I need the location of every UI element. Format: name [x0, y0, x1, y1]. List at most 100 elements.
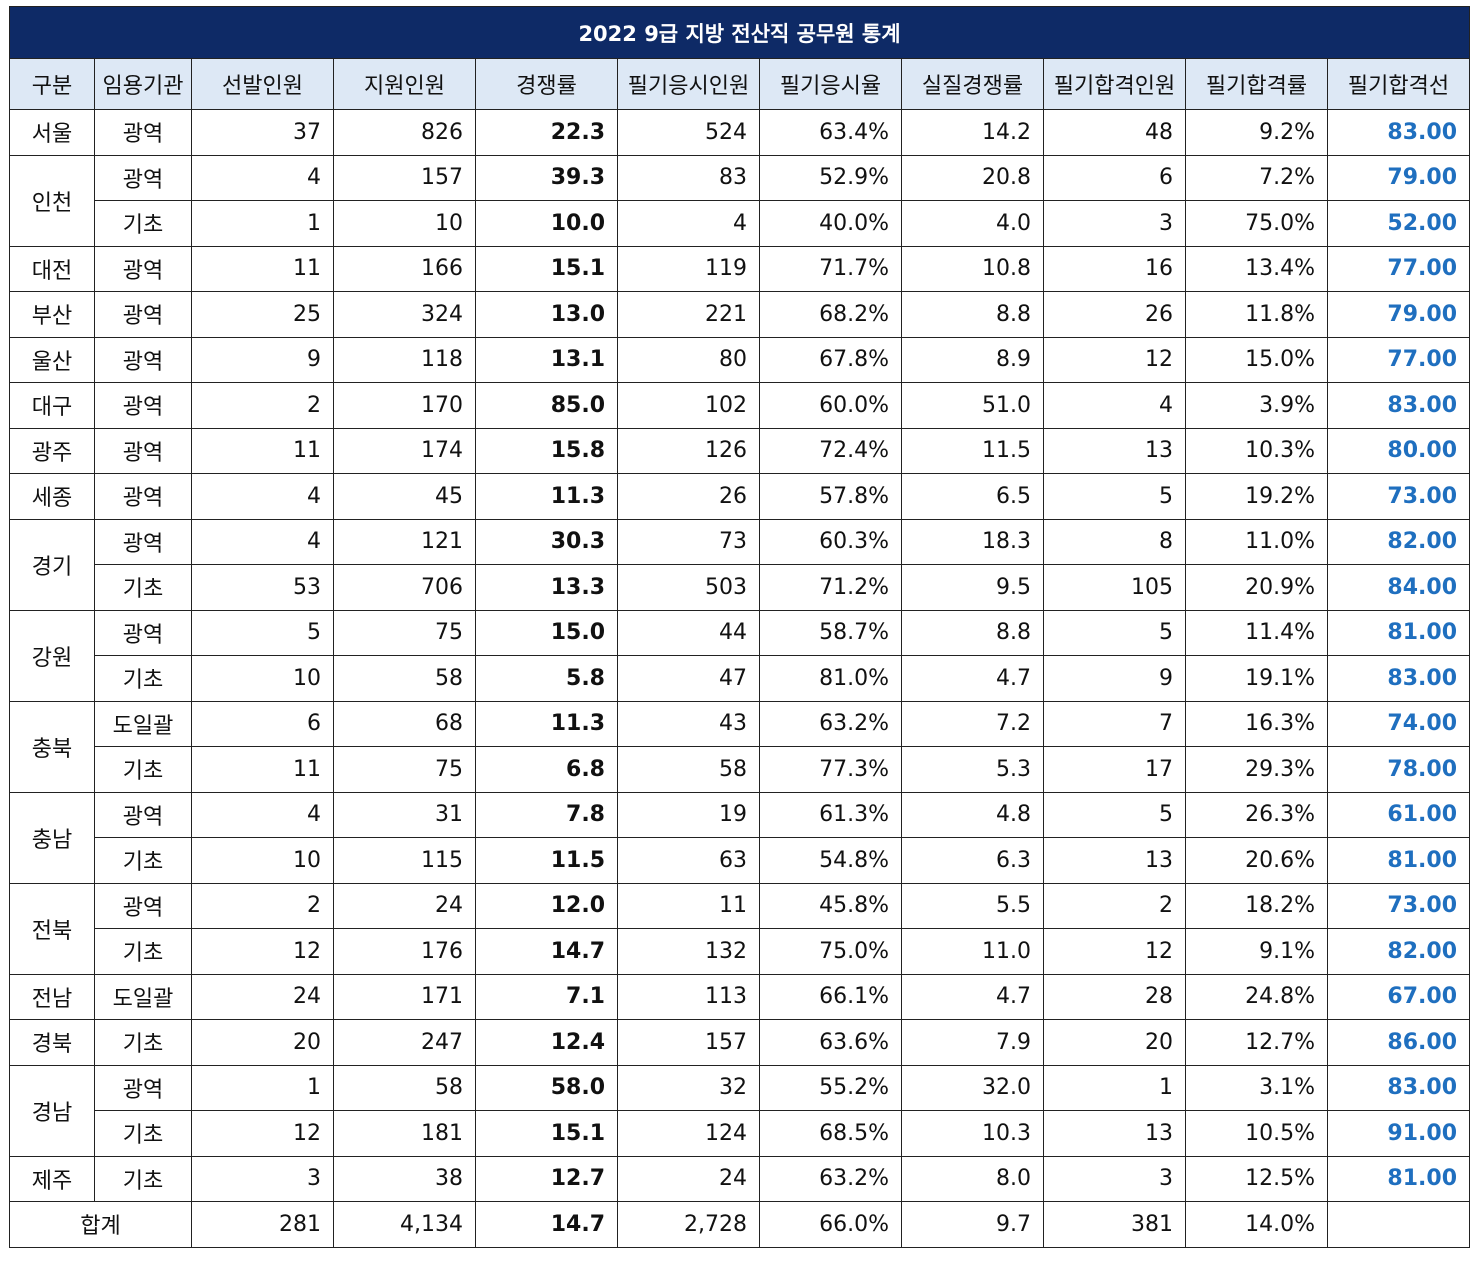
region-cell: 세종 [9, 473, 95, 520]
selection-count-cell: 12 [191, 928, 334, 975]
selection-count-cell: 1 [191, 200, 334, 247]
exam-take-rate-cell: 52.9% [759, 154, 902, 201]
real-competition-cell: 10.8 [901, 245, 1044, 292]
applicant-count-cell: 58 [333, 1064, 476, 1111]
pass-count-cell: 7 [1043, 700, 1186, 747]
pass-count-cell: 4 [1043, 382, 1186, 429]
competition-rate-cell: 11.3 [475, 473, 618, 520]
table-row: 기초 12 176 14.7 132 75.0% 11.0 12 9.1% 82.00 [10, 928, 1471, 975]
exam-taker-count-cell: 43 [617, 700, 760, 747]
total-row: 합계 281 4,134 14.7 2,728 66.0% 9.7 381 14.0% [9, 1201, 1471, 1248]
exam-taker-count-cell: 63 [617, 837, 760, 884]
competition-rate-cell: 13.0 [475, 291, 618, 338]
exam-taker-count-cell: 4 [617, 200, 760, 247]
applicant-count-cell: 31 [333, 791, 476, 838]
exam-take-rate-cell: 71.2% [759, 564, 902, 611]
competition-rate-cell: 11.3 [475, 700, 618, 747]
applicant-count-cell: 170 [333, 382, 476, 429]
applicant-count-cell: 68 [333, 700, 476, 747]
exam-take-rate-cell: 67.8% [759, 336, 902, 383]
total-exam-taker-count-cell: 2,728 [617, 1201, 760, 1248]
exam-taker-count-cell: 157 [617, 1019, 760, 1066]
applicant-count-cell: 171 [333, 973, 476, 1020]
real-competition-cell: 6.3 [901, 837, 1044, 884]
pass-rate-cell: 20.6% [1185, 837, 1328, 884]
pass-rate-cell: 7.2% [1185, 154, 1328, 201]
pass-rate-cell: 10.3% [1185, 427, 1328, 474]
pass-count-cell: 12 [1043, 928, 1186, 975]
pass-rate-cell: 24.8% [1185, 973, 1328, 1020]
agency-cell: 광역 [94, 245, 192, 292]
selection-count-cell: 2 [191, 382, 334, 429]
cutoff-score-cell: 83.00 [1326, 655, 1471, 702]
exam-take-rate-cell: 58.7% [759, 609, 902, 656]
pass-rate-cell: 29.3% [1185, 746, 1328, 793]
table-row: 기초 10 115 11.5 63 54.8% 6.3 13 20.6% 81.00 [10, 837, 1471, 884]
agency-cell: 광역 [94, 791, 192, 838]
pass-rate-cell: 12.7% [1185, 1019, 1328, 1066]
competition-rate-cell: 15.1 [475, 1110, 618, 1157]
table-row: 충북 도일괄 6 68 11.3 43 63.2% 7.2 7 16.3% 74.00 [9, 700, 1471, 793]
selection-count-cell: 2 [191, 882, 334, 929]
competition-rate-cell: 7.1 [475, 973, 618, 1020]
table-row: 부산 광역 25 324 13.0 221 68.2% 8.8 26 11.8% 79.00 [9, 291, 1471, 338]
selection-count-cell: 6 [191, 700, 334, 747]
total-competition-rate-cell: 14.7 [475, 1201, 618, 1248]
column-header: 필기응시율 [759, 58, 902, 110]
competition-rate-cell: 13.3 [475, 564, 618, 611]
table-row: 충남 광역 4 31 7.8 19 61.3% 4.8 5 26.3% 61.00 [9, 791, 1471, 884]
total-exam-take-rate-cell: 66.0% [759, 1201, 902, 1248]
applicant-count-cell: 24 [333, 882, 476, 929]
selection-count-cell: 37 [191, 109, 334, 156]
applicant-count-cell: 38 [333, 1155, 476, 1202]
pass-count-cell: 8 [1043, 518, 1186, 565]
exam-take-rate-cell: 60.3% [759, 518, 902, 565]
competition-rate-cell: 85.0 [475, 382, 618, 429]
region-cell: 제주 [9, 1155, 95, 1202]
pass-count-cell: 13 [1043, 1110, 1186, 1157]
exam-take-rate-cell: 45.8% [759, 882, 902, 929]
total-real-competition-cell: 9.7 [901, 1201, 1044, 1248]
pass-rate-cell: 10.5% [1185, 1110, 1328, 1157]
exam-take-rate-cell: 75.0% [759, 928, 902, 975]
real-competition-cell: 20.8 [901, 154, 1044, 201]
real-competition-cell: 4.8 [901, 791, 1044, 838]
exam-take-rate-cell: 55.2% [759, 1064, 902, 1111]
agency-cell: 광역 [94, 609, 192, 656]
selection-count-cell: 11 [191, 746, 334, 793]
exam-taker-count-cell: 26 [617, 473, 760, 520]
competition-rate-cell: 13.1 [475, 336, 618, 383]
exam-taker-count-cell: 113 [617, 973, 760, 1020]
column-header: 선발인원 [191, 58, 334, 110]
pass-rate-cell: 13.4% [1185, 245, 1328, 292]
selection-count-cell: 5 [191, 609, 334, 656]
region-cell: 대전 [9, 245, 95, 292]
real-competition-cell: 6.5 [901, 473, 1044, 520]
column-header: 필기응시인원 [617, 58, 760, 110]
table-row: 전북 광역 2 24 12.0 11 45.8% 5.5 2 18.2% 73.00 [9, 882, 1471, 975]
exam-taker-count-cell: 124 [617, 1110, 760, 1157]
agency-cell: 광역 [94, 882, 192, 929]
table-row: 울산 광역 9 118 13.1 80 67.8% 8.9 12 15.0% 77.00 [9, 336, 1471, 383]
cutoff-score-cell: 81.00 [1326, 1155, 1471, 1202]
exam-taker-count-cell: 73 [617, 518, 760, 565]
pass-count-cell: 17 [1043, 746, 1186, 793]
applicant-count-cell: 324 [333, 291, 476, 338]
exam-take-rate-cell: 71.7% [759, 245, 902, 292]
pass-rate-cell: 19.1% [1185, 655, 1328, 702]
selection-count-cell: 10 [191, 655, 334, 702]
exam-take-rate-cell: 61.3% [759, 791, 902, 838]
competition-rate-cell: 30.3 [475, 518, 618, 565]
pass-count-cell: 12 [1043, 336, 1186, 383]
selection-count-cell: 3 [191, 1155, 334, 1202]
exam-take-rate-cell: 77.3% [759, 746, 902, 793]
table-row: 인천 광역 4 157 39.3 83 52.9% 20.8 6 7.2% 79.00 [9, 154, 1471, 247]
real-competition-cell: 11.0 [901, 928, 1044, 975]
table-row: 기초 53 706 13.3 503 71.2% 9.5 105 20.9% 84.00 [10, 564, 1471, 611]
selection-count-cell: 25 [191, 291, 334, 338]
applicant-count-cell: 75 [333, 609, 476, 656]
selection-count-cell: 53 [191, 564, 334, 611]
cutoff-score-cell: 79.00 [1326, 291, 1471, 338]
cutoff-score-cell: 78.00 [1326, 746, 1471, 793]
region-cell: 충남 [9, 791, 95, 884]
